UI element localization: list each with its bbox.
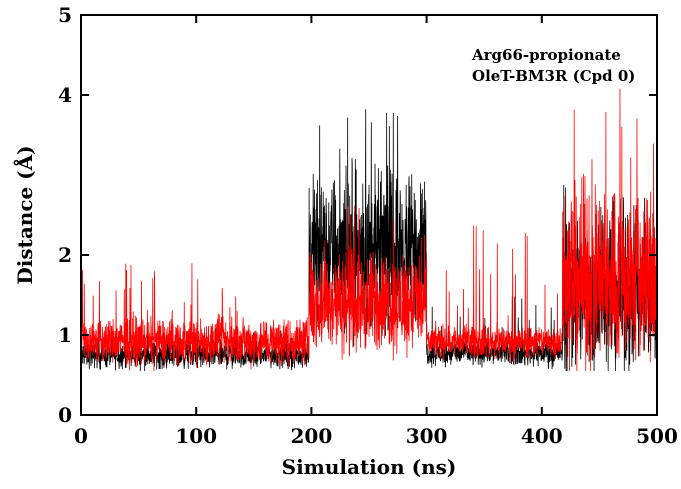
x-tick-label: 100 xyxy=(175,424,217,448)
annotation-line-1: Arg66-propionate xyxy=(471,46,621,64)
x-tick-label: 500 xyxy=(636,424,678,448)
x-tick-label: 200 xyxy=(291,424,333,448)
x-tick-label: 300 xyxy=(406,424,448,448)
y-tick-label: 0 xyxy=(58,403,72,427)
x-tick-label: 400 xyxy=(521,424,563,448)
y-tick-label: 1 xyxy=(58,323,72,347)
plot-frame xyxy=(80,14,658,416)
y-tick-label: 5 xyxy=(58,3,72,27)
y-axis-title: Distance (Å) xyxy=(13,145,37,284)
annotation-line-2: OleT-BM3R (Cpd 0) xyxy=(472,67,635,85)
y-tick-label: 2 xyxy=(58,243,72,267)
tick-layer: 0 100 200 300 400 500 0 1 2 4 5 xyxy=(58,3,678,448)
x-tick-label: 0 xyxy=(74,424,88,448)
x-axis-title: Simulation (ns) xyxy=(282,455,457,479)
series-2-line xyxy=(80,88,658,372)
y-tick-label: 4 xyxy=(58,83,72,107)
series-layer xyxy=(80,88,658,372)
